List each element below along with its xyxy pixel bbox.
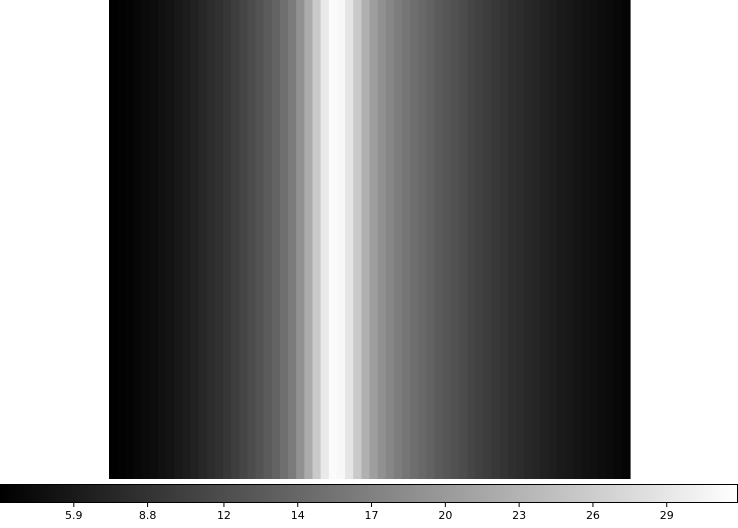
heatmap-column [491, 0, 501, 479]
colorbar-tick-label: 12 [217, 509, 231, 522]
heatmap-column [109, 0, 118, 479]
heatmap-column [385, 0, 395, 479]
heatmap-column [288, 0, 297, 479]
colorbar-tick-label: 26 [586, 509, 600, 522]
heatmap-column [377, 0, 387, 479]
heatmap-column [621, 0, 631, 479]
heatmap-column [117, 0, 126, 479]
heatmap-column [540, 0, 550, 479]
colorbar-tick-label: 8.8 [139, 509, 157, 522]
heatmap-column [165, 0, 175, 479]
heatmap-column [597, 0, 607, 479]
heatmap-column [410, 0, 419, 479]
heatmap-column [222, 0, 232, 479]
heatmap-column [149, 0, 159, 479]
heatmap-column [157, 0, 167, 479]
heatmap-column [304, 0, 314, 479]
heatmap-column [573, 0, 582, 479]
heatmap-column [499, 0, 509, 479]
heatmap-column [548, 0, 558, 479]
heatmap-column [426, 0, 436, 479]
heatmap-column [581, 0, 590, 479]
heatmap-column [556, 0, 566, 479]
heatmap-column [369, 0, 379, 479]
heatmap-column [450, 0, 460, 479]
colorbar-tick-label: 5.9 [65, 509, 83, 522]
heatmap-column [198, 0, 208, 479]
heatmap-column [605, 0, 615, 479]
heatmap-column [255, 0, 265, 479]
heatmap-column [174, 0, 183, 479]
heatmap-column [361, 0, 371, 479]
heatmap-column [393, 0, 403, 479]
heatmap-column [263, 0, 273, 479]
heatmap-column [239, 0, 248, 479]
heatmap-column [206, 0, 216, 479]
heatmap-column [516, 0, 525, 479]
heatmap-column [345, 0, 354, 479]
heatmap-column [190, 0, 200, 479]
heatmap-column [271, 0, 281, 479]
heatmap-column [475, 0, 485, 479]
colorbar-tick-label: 29 [660, 509, 674, 522]
heatmap-column [336, 0, 346, 479]
heatmap-column [483, 0, 493, 479]
colorbar-tick-label: 14 [291, 509, 305, 522]
heatmap-column [279, 0, 289, 479]
colorbar-gradient [0, 484, 738, 503]
heatmap-column [182, 0, 192, 479]
heatmap-column [524, 0, 533, 479]
heatmap-column [418, 0, 428, 479]
heatmap-image [109, 0, 631, 479]
colorbar-tick-label: 20 [438, 509, 452, 522]
heatmap-column [328, 0, 338, 479]
colorbar-ticks: 5.9 8.8 12 14 17 20 23 26 29 [65, 503, 674, 522]
heatmap-column [459, 0, 468, 479]
colorbar-tick-label: 17 [365, 509, 379, 522]
heatmap-column [231, 0, 240, 479]
colorbar: 5.9 8.8 12 14 17 20 23 26 29 [0, 484, 738, 522]
heatmap-column [402, 0, 411, 479]
heatmap-column [564, 0, 574, 479]
heatmap-column [353, 0, 362, 479]
colorbar-tick-label: 23 [512, 509, 526, 522]
heatmap-column [133, 0, 143, 479]
heatmap-column [467, 0, 476, 479]
heatmap-column [532, 0, 542, 479]
heatmap-column [125, 0, 135, 479]
heatmap-column [434, 0, 444, 479]
heatmap-column [247, 0, 257, 479]
heatmap-column [296, 0, 305, 479]
heatmap-column [320, 0, 330, 479]
heatmap-column [589, 0, 599, 479]
heatmap-column [442, 0, 452, 479]
heatmap-column [214, 0, 224, 479]
heatmap-column [312, 0, 322, 479]
heatmap-column [141, 0, 151, 479]
heatmap-column [613, 0, 623, 479]
heatmap-column [507, 0, 517, 479]
